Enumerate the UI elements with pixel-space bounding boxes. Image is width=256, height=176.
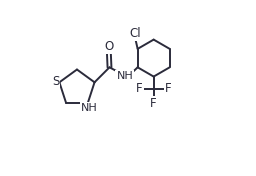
Text: F: F bbox=[136, 82, 143, 95]
Text: Cl: Cl bbox=[129, 27, 141, 40]
Text: NH: NH bbox=[116, 71, 133, 81]
Text: O: O bbox=[104, 40, 113, 53]
Text: S: S bbox=[52, 75, 59, 88]
Text: F: F bbox=[150, 97, 157, 110]
Text: NH: NH bbox=[81, 103, 98, 113]
Text: F: F bbox=[165, 82, 171, 95]
